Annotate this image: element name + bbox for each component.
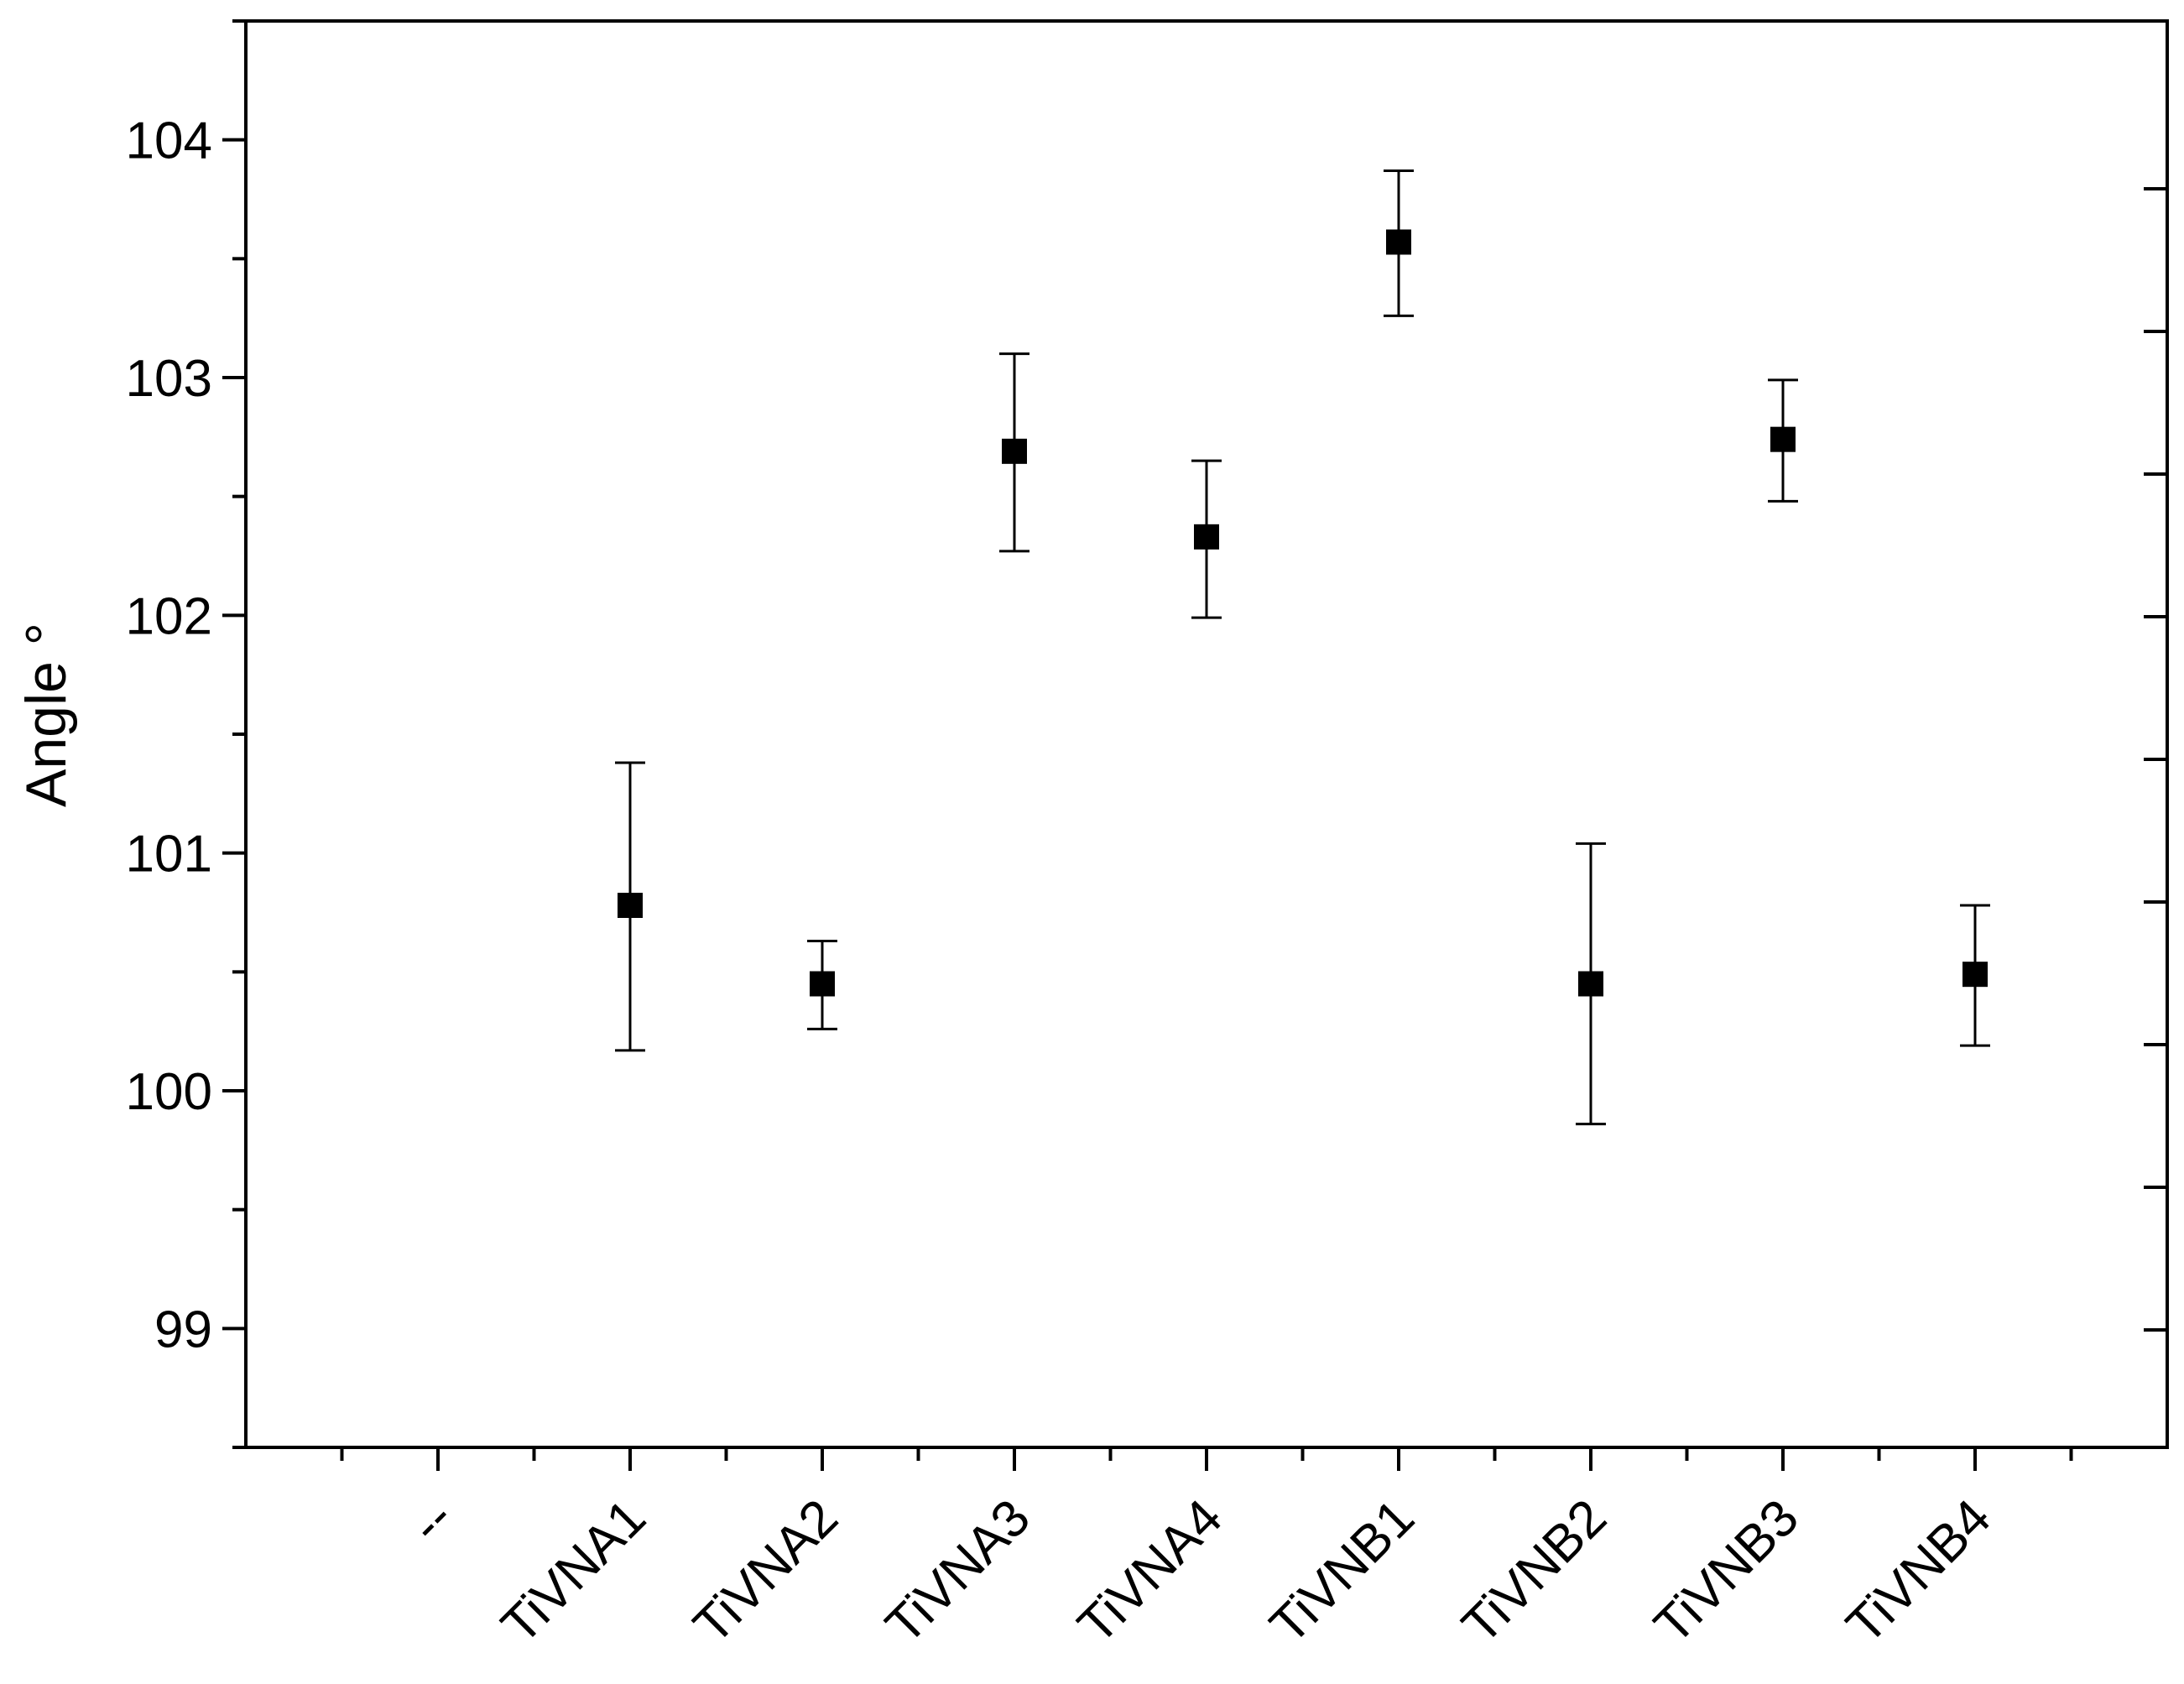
plot-frame bbox=[244, 19, 2169, 1449]
data-point bbox=[1384, 169, 1414, 317]
marker-square bbox=[810, 971, 835, 997]
y-tick-label: 100 bbox=[126, 1063, 212, 1121]
x-tick-label: TiVNA1 bbox=[491, 1488, 657, 1655]
axes bbox=[244, 19, 2169, 1449]
x-tick-label: TiVNA3 bbox=[875, 1488, 1041, 1655]
marker-square bbox=[1770, 426, 1796, 452]
marker-square bbox=[618, 893, 643, 918]
y-tick-label: 99 bbox=[154, 1301, 212, 1358]
y-axis-title: Angle ° bbox=[14, 623, 78, 807]
y-tick-label: 102 bbox=[126, 587, 212, 645]
right-axis-ticks bbox=[2144, 187, 2167, 1332]
data-point bbox=[1960, 904, 1990, 1047]
x-tick-label: TiVNB4 bbox=[1836, 1488, 2002, 1655]
data-point bbox=[1191, 459, 1222, 619]
y-tick-label: 104 bbox=[126, 112, 212, 170]
x-tick-label: TiVNB1 bbox=[1259, 1488, 1426, 1655]
x-tick-label: -- bbox=[399, 1488, 465, 1554]
marker-square bbox=[1386, 229, 1411, 255]
y-tick-label: 103 bbox=[126, 350, 212, 408]
data-point bbox=[1576, 842, 1606, 1126]
data-point bbox=[615, 761, 645, 1052]
marker-square bbox=[1194, 524, 1219, 550]
data-point bbox=[807, 940, 837, 1030]
x-axis-ticks: -- TiVNA1 TiVNA2 TiVNA3 TiVNA4 TiVNB1 TiVNB2 Ti… bbox=[340, 1447, 2073, 1655]
y-tick-label: 101 bbox=[126, 826, 212, 884]
x-tick-label: TiVNA4 bbox=[1067, 1488, 1233, 1655]
marker-square bbox=[1578, 971, 1603, 997]
marker-square bbox=[1002, 438, 1027, 464]
data-point bbox=[1768, 378, 1798, 503]
x-tick-label: TiVNB2 bbox=[1452, 1488, 1618, 1655]
data-points bbox=[615, 169, 1990, 1126]
x-tick-label: TiVNB3 bbox=[1644, 1488, 1810, 1655]
marker-square bbox=[1962, 962, 1988, 988]
y-axis-ticks: 99 100 101 102 103 104 bbox=[126, 19, 246, 1449]
data-point bbox=[999, 352, 1029, 553]
x-tick-label: TiVNA2 bbox=[683, 1488, 849, 1655]
